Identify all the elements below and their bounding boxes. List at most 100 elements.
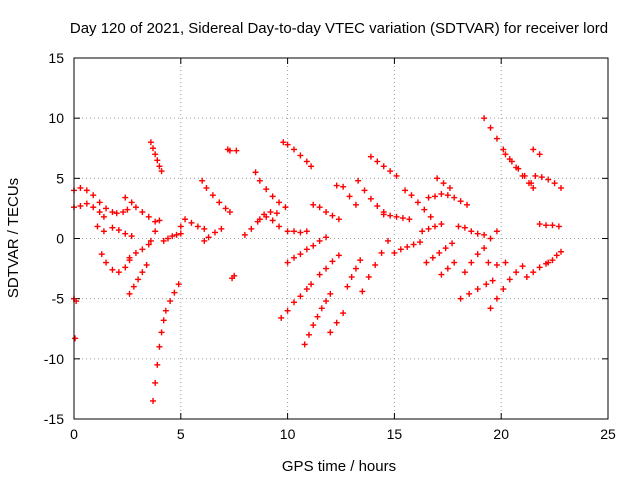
data-point [284, 228, 291, 235]
data-point [171, 289, 178, 296]
data-point [77, 184, 84, 191]
series-arc-5 [126, 261, 150, 297]
series-arc-43 [481, 115, 537, 191]
data-point [387, 212, 394, 219]
data-point [340, 183, 347, 190]
data-point [126, 254, 133, 261]
data-point [162, 307, 169, 314]
data-point [201, 237, 208, 244]
data-point [444, 192, 451, 199]
series-arc-10 [150, 281, 182, 404]
series-arc-20 [278, 281, 315, 321]
data-point [419, 228, 426, 235]
data-point [132, 249, 139, 256]
data-point [152, 218, 159, 225]
data-point [297, 251, 304, 258]
data-point [558, 184, 565, 191]
y-tick-label: 5 [56, 170, 64, 186]
data-point [374, 158, 381, 165]
data-point [194, 223, 201, 230]
data-point [115, 227, 122, 234]
data-point [380, 163, 387, 170]
data-point [72, 335, 79, 342]
data-point [431, 193, 438, 200]
data-point [367, 153, 374, 160]
data-point [226, 209, 233, 216]
series-arc-31 [367, 153, 400, 179]
y-tick-label: 15 [48, 50, 64, 66]
data-point [303, 286, 310, 293]
data-point [502, 259, 509, 266]
data-point [429, 254, 436, 261]
series-arc-18 [256, 213, 283, 230]
data-point [493, 228, 500, 235]
data-point [301, 341, 308, 348]
x-tick-label: 5 [177, 426, 185, 442]
series-arc-40 [455, 223, 488, 238]
data-point [481, 245, 488, 252]
data-point [139, 209, 146, 216]
data-point [303, 158, 310, 165]
data-point [530, 269, 537, 276]
data-point [455, 223, 462, 230]
data-point [83, 200, 90, 207]
series-arc-14 [201, 225, 225, 244]
data-point [468, 228, 475, 235]
data-point [493, 261, 500, 268]
data-point [126, 290, 133, 297]
data-point [444, 265, 451, 272]
data-point [372, 261, 379, 268]
data-point [549, 222, 556, 229]
data-point [310, 201, 317, 208]
series-arc-3 [94, 223, 135, 240]
data-point [438, 190, 445, 197]
data-point [222, 205, 229, 212]
data-point [90, 192, 97, 199]
data-point [267, 209, 274, 216]
data-point [359, 288, 366, 295]
data-point [399, 215, 406, 222]
data-point [543, 222, 550, 229]
chart-title: Day 120 of 2021, Sidereal Day-to-day VTE… [70, 20, 608, 37]
data-point [493, 135, 500, 142]
data-point [461, 269, 468, 276]
data-point [340, 310, 347, 317]
data-point [152, 379, 159, 386]
data-point [77, 203, 84, 210]
y-tick-label: -5 [52, 291, 65, 307]
data-point [147, 237, 154, 244]
data-point [487, 305, 494, 312]
data-point [425, 225, 432, 232]
data-point [521, 172, 528, 179]
data-point [449, 240, 456, 247]
series-arc-48 [530, 146, 543, 158]
data-point [555, 223, 562, 230]
data-point [391, 249, 398, 256]
data-point [160, 317, 167, 324]
data-point [417, 239, 424, 246]
series-arc-39 [438, 259, 458, 278]
data-point [120, 209, 127, 216]
data-point [273, 210, 280, 217]
data-point [156, 217, 163, 224]
series-arc-7 [122, 194, 159, 225]
data-point [500, 286, 507, 293]
series-arc-46 [502, 151, 535, 187]
data-point [256, 216, 263, 223]
x-tick-label: 25 [600, 426, 616, 442]
data-point [346, 193, 353, 200]
data-points [71, 115, 565, 404]
data-point [536, 151, 543, 158]
data-point [231, 272, 238, 279]
data-point [280, 139, 287, 146]
data-point [329, 212, 336, 219]
data-point [316, 204, 323, 211]
data-point [410, 241, 417, 248]
data-point [380, 211, 387, 218]
data-point [481, 115, 488, 122]
data-point [461, 224, 468, 231]
data-point [226, 147, 233, 154]
data-point [506, 276, 513, 283]
data-point [549, 257, 556, 264]
series-arc-6 [126, 241, 152, 261]
